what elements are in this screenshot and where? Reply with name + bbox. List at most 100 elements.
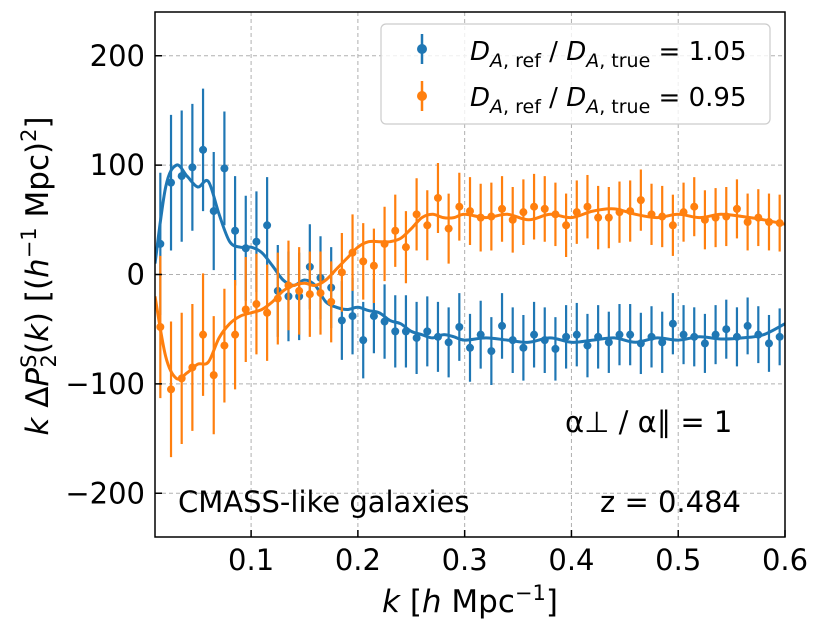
data-point bbox=[508, 215, 517, 224]
data-point bbox=[391, 327, 400, 336]
data-point bbox=[401, 327, 410, 336]
data-point bbox=[327, 297, 336, 306]
data-point bbox=[156, 323, 165, 331]
data-point bbox=[188, 363, 197, 372]
x-tick-label: 0.1 bbox=[228, 543, 274, 577]
data-point bbox=[690, 332, 699, 341]
data-point bbox=[231, 330, 240, 339]
data-point bbox=[444, 224, 453, 233]
x-tick-label: 0.4 bbox=[548, 543, 594, 577]
x-tick-label: 0.5 bbox=[655, 543, 701, 577]
data-point bbox=[732, 332, 741, 341]
data-point bbox=[156, 239, 165, 248]
data-point bbox=[391, 226, 400, 235]
data-point bbox=[220, 164, 229, 173]
data-point bbox=[412, 333, 421, 342]
data-point bbox=[199, 330, 208, 339]
data-point bbox=[764, 218, 773, 226]
data-point bbox=[167, 385, 176, 394]
data-point bbox=[519, 208, 528, 217]
data-point bbox=[551, 210, 560, 219]
data-point bbox=[380, 239, 389, 248]
y-axis-label: k ΔPS2(k) [(h−1 Mpc)2] bbox=[17, 116, 61, 435]
data-point bbox=[594, 213, 603, 222]
legend-box bbox=[380, 23, 771, 125]
data-point bbox=[722, 212, 731, 221]
annotation-sample: CMASS-like galaxies bbox=[178, 485, 470, 519]
y-tick-label: 100 bbox=[90, 148, 145, 182]
data-point bbox=[348, 248, 357, 257]
data-point bbox=[530, 202, 539, 211]
data-point bbox=[668, 319, 677, 328]
data-point bbox=[732, 204, 741, 213]
legend: DA, ref / DA, true = 1.05 DA, ref / DA, … bbox=[380, 23, 771, 125]
data-point bbox=[423, 327, 432, 336]
data-point bbox=[466, 343, 474, 352]
data-point bbox=[764, 339, 773, 348]
data-point bbox=[594, 332, 603, 341]
data-point bbox=[508, 336, 517, 345]
data-point bbox=[711, 330, 720, 339]
data-point bbox=[380, 317, 389, 326]
data-point bbox=[668, 221, 677, 230]
data-point bbox=[359, 257, 368, 266]
x-tick-label: 0.3 bbox=[442, 543, 488, 577]
data-point bbox=[519, 343, 528, 352]
data-point bbox=[679, 208, 688, 217]
data-point bbox=[167, 178, 176, 187]
data-point bbox=[337, 268, 346, 277]
data-point bbox=[498, 321, 507, 330]
data-point bbox=[700, 339, 709, 348]
data-point bbox=[743, 218, 752, 226]
data-point bbox=[615, 208, 624, 217]
data-point bbox=[273, 294, 282, 303]
series-layer bbox=[155, 88, 785, 458]
data-point bbox=[604, 338, 613, 347]
data-point bbox=[530, 330, 539, 339]
data-point bbox=[295, 286, 304, 295]
data-point bbox=[412, 210, 421, 219]
series-0 bbox=[155, 88, 785, 385]
data-point bbox=[743, 321, 752, 330]
data-point bbox=[444, 338, 453, 347]
data-point bbox=[775, 219, 784, 228]
data-point bbox=[615, 330, 624, 339]
data-point bbox=[647, 332, 656, 341]
data-point bbox=[466, 207, 474, 216]
data-point bbox=[263, 221, 272, 230]
data-point bbox=[209, 371, 218, 380]
data-point bbox=[401, 243, 410, 252]
data-point bbox=[231, 226, 240, 235]
data-point bbox=[369, 312, 378, 321]
data-point bbox=[626, 207, 635, 216]
data-point bbox=[337, 316, 346, 325]
data-point bbox=[636, 196, 645, 205]
model-curve bbox=[155, 163, 785, 344]
data-point bbox=[562, 332, 571, 341]
data-point bbox=[252, 237, 261, 246]
data-point bbox=[722, 325, 731, 334]
x-tick-label: 0.2 bbox=[335, 543, 381, 577]
data-point bbox=[188, 163, 197, 172]
data-point bbox=[626, 330, 635, 339]
data-point bbox=[583, 202, 592, 211]
data-point bbox=[487, 212, 496, 221]
data-point bbox=[540, 336, 549, 345]
data-point bbox=[455, 202, 464, 211]
data-point bbox=[583, 341, 592, 350]
data-point bbox=[359, 336, 368, 345]
data-point bbox=[252, 300, 261, 309]
y-tick-label: −200 bbox=[65, 476, 145, 510]
data-point bbox=[241, 244, 250, 253]
data-point bbox=[241, 305, 250, 314]
data-point bbox=[209, 207, 218, 216]
data-point bbox=[754, 213, 763, 222]
axis-ticks: 0.1 0.2 0.3 0.4 0.5 0.6 −200 −100 0 100 200 bbox=[65, 39, 808, 577]
data-point bbox=[220, 341, 229, 350]
data-point bbox=[700, 215, 709, 224]
x-tick-label: 0.6 bbox=[762, 543, 808, 577]
legend-label-blue: DA, ref / DA, true = 1.05 bbox=[470, 37, 747, 72]
data-point bbox=[636, 339, 645, 348]
data-point bbox=[498, 204, 507, 213]
legend-label-orange: DA, ref / DA, true = 0.95 bbox=[470, 83, 747, 118]
